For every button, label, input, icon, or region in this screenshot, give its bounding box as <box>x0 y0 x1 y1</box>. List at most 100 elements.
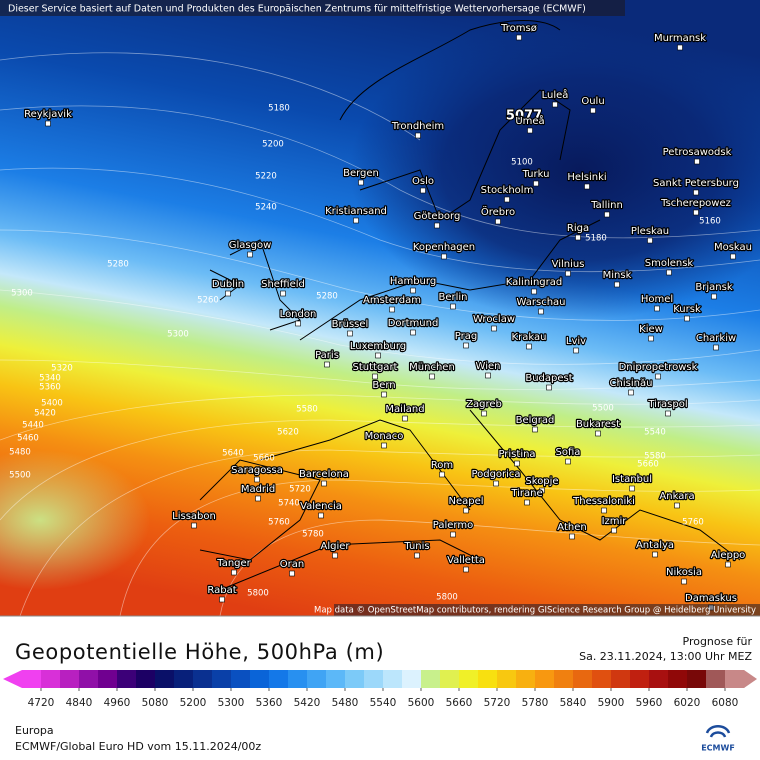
contour-label: 5340 <box>39 374 61 384</box>
city-marker <box>191 522 197 529</box>
colorbar-segment <box>41 670 61 688</box>
city-label: Hamburg <box>390 276 436 287</box>
city-marker <box>491 325 497 332</box>
colorbar-tick-label: 5420 <box>294 697 321 709</box>
city-marker <box>321 480 327 487</box>
contour-label: 5360 <box>39 383 61 393</box>
contour-label: 5660 <box>637 460 659 470</box>
colorbar-segment <box>79 670 99 688</box>
city-label: Kursk <box>673 304 701 315</box>
city-marker <box>414 552 420 559</box>
contour-label: 5180 <box>585 234 607 244</box>
city-label: Göteborg <box>414 211 461 222</box>
city-marker <box>533 180 539 187</box>
city-label: Zagreb <box>466 399 502 410</box>
city-label: Amsterdam <box>363 295 421 306</box>
city-label: Pleskau <box>631 226 669 237</box>
forecast-label: Prognose für <box>683 635 753 648</box>
city-label: Murmansk <box>654 33 706 44</box>
contour-label: 5160 <box>699 217 721 227</box>
city-label: Monaco <box>365 431 404 442</box>
city-label: Valencia <box>300 501 342 512</box>
city-label: Luxemburg <box>350 341 406 352</box>
city-label: Glasgow <box>229 240 272 251</box>
city-label: Brüssel <box>332 319 369 330</box>
contour-label: 5660 <box>253 454 275 464</box>
city-label: Reykjavik <box>24 109 72 120</box>
colorbar-segment <box>402 670 422 688</box>
contour-label: 5240 <box>255 203 277 213</box>
city-marker <box>694 158 700 165</box>
city-label: Dublin <box>212 279 244 290</box>
colorbar-tick-label: 4960 <box>104 697 131 709</box>
city-label: Rabat <box>207 585 236 596</box>
city-label: Minsk <box>603 270 632 281</box>
contour-label: 5620 <box>277 428 299 438</box>
city-label: Homel <box>641 294 673 305</box>
city-marker <box>604 211 610 218</box>
colorbar-segment <box>649 670 669 688</box>
colorbar-segment <box>155 670 175 688</box>
contour-label: 5540 <box>644 428 666 438</box>
city-label: Kaliningrad <box>506 277 562 288</box>
contour-label: 5280 <box>107 260 129 270</box>
attribution: Map data © OpenStreetMap contributors, r… <box>314 606 756 616</box>
map: 5077 5180 5200 5220 5240 5100 5180 5160 5280 5300… <box>0 0 760 616</box>
city-label: Sofia <box>556 447 581 458</box>
city-marker <box>295 320 301 327</box>
city-label: Bukarest <box>576 419 620 430</box>
city-label: Nikosia <box>666 567 702 578</box>
city-marker <box>516 34 522 41</box>
contour-label: 5460 <box>17 434 39 444</box>
city-marker <box>441 253 447 260</box>
city-marker <box>410 287 416 294</box>
city-label: Valletta <box>447 555 485 566</box>
city-label: Paris <box>315 350 339 361</box>
colorbar-tick-label: 5360 <box>256 697 283 709</box>
colorbar-segment <box>459 670 479 688</box>
colorbar-tick-label: 5300 <box>218 697 245 709</box>
city-marker <box>504 196 510 203</box>
city-label: Rom <box>431 460 453 471</box>
city-marker <box>611 527 617 534</box>
city-label: Tscherepowez <box>660 198 731 209</box>
colorbar-segment <box>117 670 137 688</box>
colorbar-segment <box>706 670 726 688</box>
contour-label: 5280 <box>316 292 338 302</box>
colorbar-segment <box>687 670 707 688</box>
city-marker <box>410 329 416 336</box>
forecast-time: Sa. 23.11.2024, 13:00 Uhr MEZ <box>579 650 752 663</box>
city-marker <box>652 551 658 558</box>
colorbar-segment <box>573 670 593 688</box>
city-marker <box>552 101 558 108</box>
city-marker <box>353 217 359 224</box>
contour-label: 5220 <box>255 172 277 182</box>
city-label: Mailand <box>385 404 424 415</box>
city-marker <box>546 384 552 391</box>
city-label: Wroclaw <box>473 314 515 325</box>
region: Europa <box>15 724 54 737</box>
colorbar-segment <box>554 670 574 688</box>
colorbar-tick-label: 5900 <box>598 697 625 709</box>
colorbar-segment <box>22 670 42 688</box>
city-label: Barcelona <box>299 469 349 480</box>
city-label: Umeå <box>515 114 544 127</box>
city-label: Tallinn <box>590 200 623 211</box>
city-marker <box>495 218 501 225</box>
city-label: Riga <box>567 223 589 234</box>
city-label: Kopenhagen <box>413 242 475 253</box>
city-label: Damaskus <box>685 593 737 604</box>
city-label: Lviv <box>566 336 586 347</box>
colorbar-arrow-low <box>3 670 22 688</box>
city-marker <box>654 305 660 312</box>
contour-label: 5500 <box>9 471 31 481</box>
colorbar-tick-label: 5720 <box>484 697 511 709</box>
city-marker <box>693 209 699 216</box>
city-marker <box>463 342 469 349</box>
city-label: Tirane <box>510 488 542 499</box>
city-marker <box>590 107 596 114</box>
legend-title: Geopotentielle Höhe, 500hPa (m) <box>15 640 384 664</box>
city-marker <box>629 485 635 492</box>
city-marker <box>347 330 353 337</box>
contour-label: 5640 <box>222 449 244 459</box>
